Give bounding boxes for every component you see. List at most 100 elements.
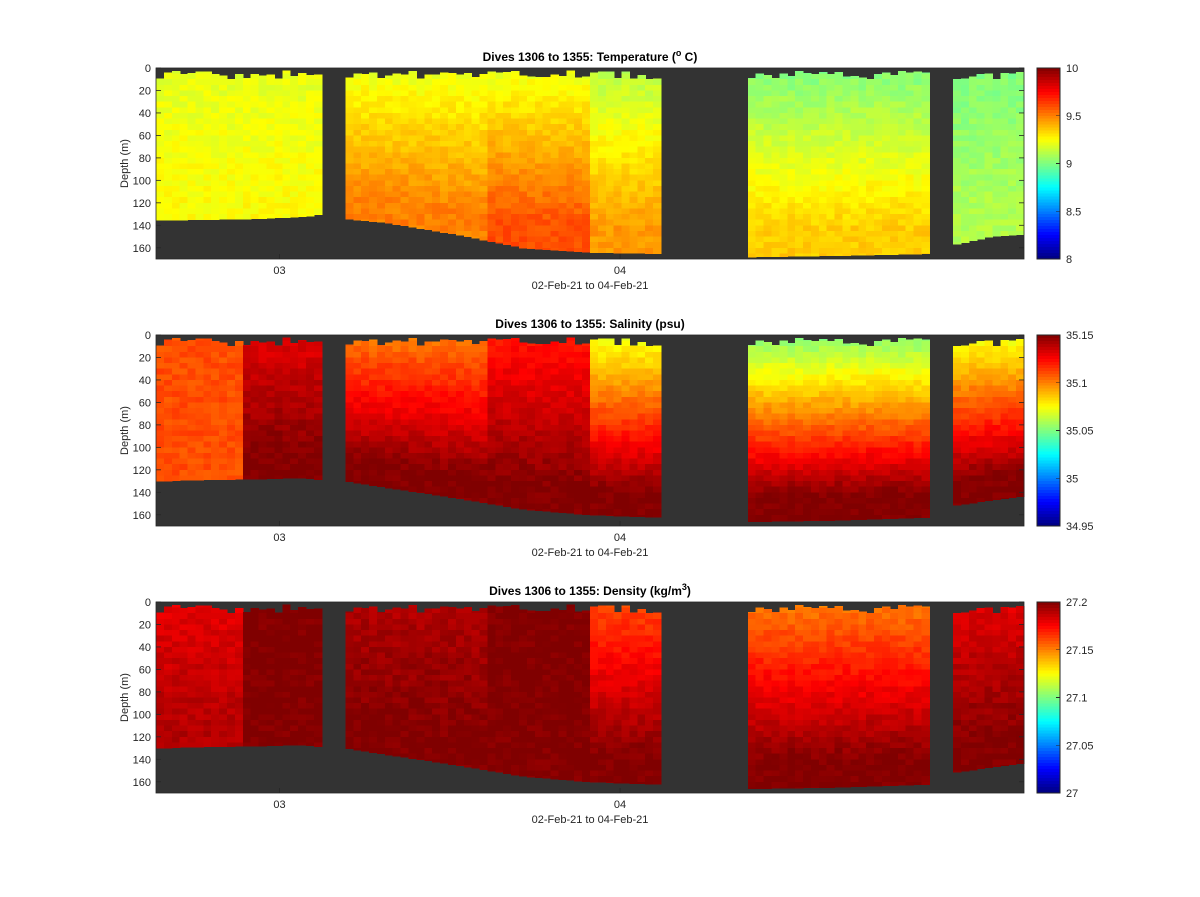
heatmap-cell [606,180,614,186]
heatmap-cell [1016,135,1024,141]
heatmap-cell [606,481,614,487]
heatmap-cell [377,164,385,170]
heatmap-cell [787,90,795,96]
heatmap-cell [487,369,495,375]
heatmap-cell [590,90,598,96]
heatmap-cell [874,152,882,158]
heatmap-cell [519,402,527,408]
heatmap-cell [622,175,630,181]
heatmap-cell [914,90,922,96]
heatmap-cell [819,147,827,153]
colorbar-tick-label: 8.5 [1066,206,1081,218]
heatmap-cell [827,197,835,203]
heatmap-cell [535,352,543,358]
heatmap-cell [653,515,661,518]
heatmap-cell [251,459,259,465]
heatmap-cell [211,419,219,425]
heatmap-cell [503,124,511,130]
heatmap-cell [874,253,882,255]
heatmap-cell [858,79,866,85]
heatmap-cell [503,119,511,125]
heatmap-cell [566,242,574,248]
heatmap-cell [637,380,645,386]
heatmap-cell [1008,192,1016,198]
heatmap-cell [503,214,511,220]
heatmap-cell [259,447,267,453]
heatmap-cell [401,102,409,108]
heatmap-cell [188,85,196,91]
heatmap-cell [416,487,424,493]
heatmap-cell [180,214,188,220]
heatmap-cell [251,164,259,170]
heatmap-cell [195,214,203,220]
heatmap-cell [290,453,298,459]
heatmap-cell [503,492,511,498]
heatmap-cell [188,431,196,437]
heatmap-cell [543,509,551,512]
heatmap-cell [416,431,424,437]
heatmap-cell [598,90,606,96]
heatmap-cell [779,408,787,414]
heatmap-cell [235,158,243,164]
heatmap-cell [401,96,409,102]
heatmap-cell [535,369,543,375]
heatmap-cell [779,475,787,481]
heatmap-cell [906,152,914,158]
heatmap-cell [409,447,417,453]
heatmap-cell [353,431,361,437]
heatmap-cell [416,436,424,442]
heatmap-cell [819,431,827,437]
heatmap-cell [495,102,503,108]
heatmap-cell [448,192,456,198]
heatmap-cell [771,124,779,130]
heatmap-cell [558,242,566,248]
heatmap-cell [480,220,488,226]
heatmap-cell [551,90,559,96]
heatmap-cell [401,346,409,352]
heatmap-cell [164,119,172,125]
heatmap-cell [606,147,614,153]
heatmap-cell [495,214,503,220]
heatmap-cell [558,192,566,198]
heatmap-cell [819,175,827,181]
heatmap-cell [898,186,906,192]
heatmap-cell [480,425,488,431]
heatmap-cell [480,225,488,231]
heatmap-cell [558,442,566,448]
heatmap-cell [527,475,535,481]
heatmap-cell [401,130,409,136]
heatmap-cell [282,352,290,358]
heatmap-cell [961,152,969,158]
heatmap-cell [487,498,495,504]
heatmap-cell [440,175,448,181]
heatmap-cell [890,220,898,226]
heatmap-cell [448,164,456,170]
heatmap-cell [156,475,164,481]
heatmap-cell [424,203,432,209]
heatmap-cell [314,102,322,108]
heatmap-cell [795,402,803,408]
heatmap-cell [345,481,353,482]
heatmap-cell [827,208,835,214]
heatmap-cell [590,352,598,358]
heatmap-cell [274,397,282,403]
heatmap-cell [843,169,851,175]
heatmap-cell [440,481,448,487]
heatmap-cell [890,192,898,198]
heatmap-cell [448,90,456,96]
heatmap-cell [543,459,551,465]
heatmap-cell [764,141,772,147]
heatmap-cell [243,107,251,113]
heatmap-cell [259,85,267,91]
heatmap-cell [543,248,551,250]
heatmap-cell [464,363,472,369]
heatmap-cell [574,169,582,175]
heatmap-cell [645,442,653,448]
heatmap-cell [811,346,819,352]
heatmap-cell [551,119,559,125]
heatmap-cell [385,414,393,420]
heatmap-cell [598,402,606,408]
heatmap-cell [188,135,196,141]
